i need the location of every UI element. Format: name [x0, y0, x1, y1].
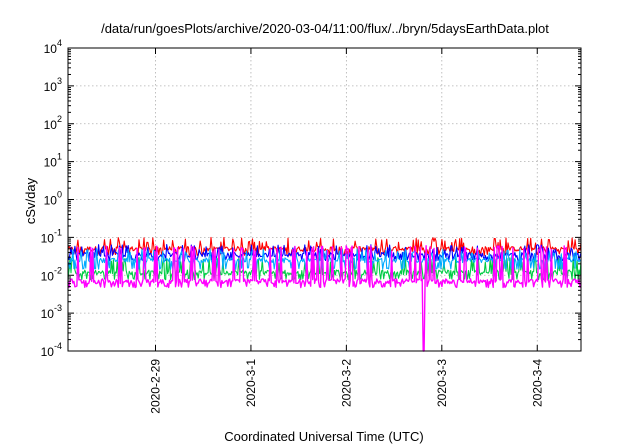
y-tick-label: 10-3	[41, 303, 62, 321]
x-tick-label: 2020-3-4	[530, 359, 544, 407]
series-group	[67, 236, 582, 352]
series-line-1	[67, 236, 582, 257]
x-tick-label: 2020-2-29	[148, 359, 162, 414]
y-tick-label: 10-4	[41, 341, 62, 359]
y-tick-label: 104	[44, 38, 62, 56]
y-tick-label: 10-2	[41, 265, 62, 283]
x-axis: 2020-2-29 2020-3-1 2020-3-2 2020-3-3 2020-3-…	[148, 48, 544, 414]
y-tick-label: 101	[44, 152, 62, 170]
chart-title: /data/run/goesPlots/archive/2020-03-04/1…	[101, 21, 549, 36]
x-tick-label: 2020-3-3	[435, 359, 449, 407]
y-axis-label: cSv/day	[23, 177, 38, 224]
y-tick-label: 10-1	[41, 227, 62, 245]
grid-lines	[68, 48, 581, 351]
x-tick-label: 2020-3-1	[244, 359, 258, 407]
y-axis: 10-4 10-3 10-2 10-1 100 101 102 103 104	[41, 38, 581, 359]
y-tick-label: 103	[44, 76, 62, 94]
series-line-5	[67, 245, 582, 352]
x-tick-label: 2020-3-2	[339, 359, 353, 407]
y-tick-label: 102	[44, 114, 62, 132]
series-line-4	[67, 248, 582, 270]
x-axis-label: Coordinated Universal Time (UTC)	[224, 429, 423, 444]
y-tick-label: 100	[44, 190, 62, 208]
